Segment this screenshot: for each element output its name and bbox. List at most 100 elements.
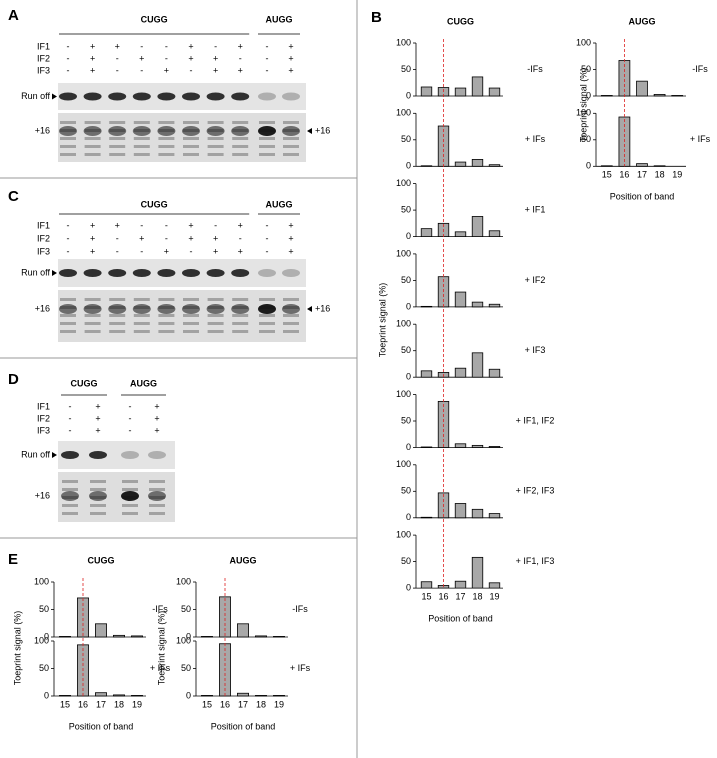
gel-band [158, 145, 175, 148]
gel-band [206, 304, 225, 314]
gel-band [133, 153, 150, 156]
bar [636, 163, 648, 167]
gel-band [283, 314, 299, 317]
gel-band [132, 92, 151, 101]
gel-band [207, 330, 224, 333]
bar [600, 95, 613, 97]
sign: - [67, 41, 70, 51]
gel-band [183, 153, 199, 156]
x-tick-label: 19 [274, 699, 284, 709]
bar [237, 623, 249, 638]
y-tick-label: 50 [39, 663, 49, 673]
gel-band [61, 491, 79, 501]
gel-band [59, 92, 77, 101]
y-tick-label: 50 [401, 556, 411, 566]
y-tick-label: 100 [396, 178, 411, 188]
gel-band [108, 126, 127, 136]
bar [454, 291, 467, 308]
gel-band [132, 304, 151, 314]
gel-band [259, 145, 275, 148]
arrow [52, 93, 57, 100]
gel-band [83, 126, 102, 136]
gel-band [83, 269, 102, 277]
y-tick-label: 100 [576, 37, 591, 47]
y-tick-label: 100 [34, 576, 49, 586]
gel-band [84, 137, 101, 140]
y-tick-label: 50 [181, 604, 191, 614]
y-tick-label: 0 [406, 372, 411, 382]
bar [77, 597, 89, 638]
x-tick-label: 15 [421, 591, 431, 601]
gel-band [283, 330, 299, 333]
band-label: Run off [21, 449, 50, 459]
y-tick-label: 0 [586, 161, 591, 171]
y-tick-label: 50 [39, 604, 49, 614]
gel-band [259, 322, 275, 325]
y-tick-label: 50 [401, 204, 411, 214]
arrow [307, 306, 312, 312]
group-title: CUGG [141, 199, 168, 209]
y-axis-label: Toeprint signal (%) [156, 611, 166, 686]
gel-band [148, 451, 166, 459]
gel-band [90, 512, 106, 515]
sign: - [266, 220, 269, 230]
y-tick-label: 50 [401, 64, 411, 74]
bar [420, 305, 433, 308]
sign: - [140, 65, 143, 75]
bar [488, 230, 501, 238]
bar [420, 86, 433, 97]
gel-band [59, 126, 77, 136]
gel-band [183, 330, 199, 333]
chart-label: -IFs [292, 604, 308, 614]
bar [201, 695, 213, 697]
gel-band [62, 512, 78, 515]
chart-label: + IFs [690, 134, 711, 144]
gel-band [283, 145, 299, 148]
gel-band [60, 298, 76, 301]
sign: + [139, 53, 144, 63]
sign: + [288, 220, 293, 230]
gel-band [258, 126, 276, 136]
gel-band [182, 304, 200, 314]
gel-band [133, 314, 150, 317]
panel-label: C [8, 188, 19, 205]
gel-band [231, 92, 250, 101]
gel-band [231, 126, 250, 136]
sign: - [67, 233, 70, 243]
sign: - [67, 220, 70, 230]
y-tick-label: 0 [406, 90, 411, 100]
y-tick-label: 100 [396, 529, 411, 539]
row-name: IF2 [37, 233, 50, 243]
sign: - [239, 233, 242, 243]
sign: - [165, 41, 168, 51]
gel-band [283, 153, 299, 156]
gel-band [158, 314, 175, 317]
row-name: IF1 [37, 220, 50, 230]
gel-band [206, 92, 225, 101]
x-tick-label: 17 [455, 591, 465, 601]
x-tick-label: 17 [96, 699, 106, 709]
side-label: +16 [315, 303, 330, 313]
gel-band [232, 330, 249, 333]
gel-band [282, 92, 300, 101]
gel-band [84, 145, 101, 148]
gel-band [109, 153, 126, 156]
sign: - [67, 246, 70, 256]
y-tick-label: 0 [406, 161, 411, 171]
sign: + [188, 220, 193, 230]
gel-band [182, 126, 200, 136]
gel-band [157, 126, 176, 136]
gel-band [133, 121, 150, 124]
y-axis-label: Toeprint signal (%) [377, 283, 387, 358]
panel-label: A [8, 7, 19, 24]
gel-band [60, 137, 76, 140]
x-axis-label: Position of band [69, 721, 134, 731]
bar [59, 636, 71, 638]
x-axis-label: Position of band [428, 613, 493, 623]
gel-band [182, 269, 200, 277]
bar [454, 580, 467, 589]
y-tick-label: 50 [181, 663, 191, 673]
gel-band [109, 298, 126, 301]
gel-band [182, 92, 200, 101]
sign: + [95, 425, 100, 435]
